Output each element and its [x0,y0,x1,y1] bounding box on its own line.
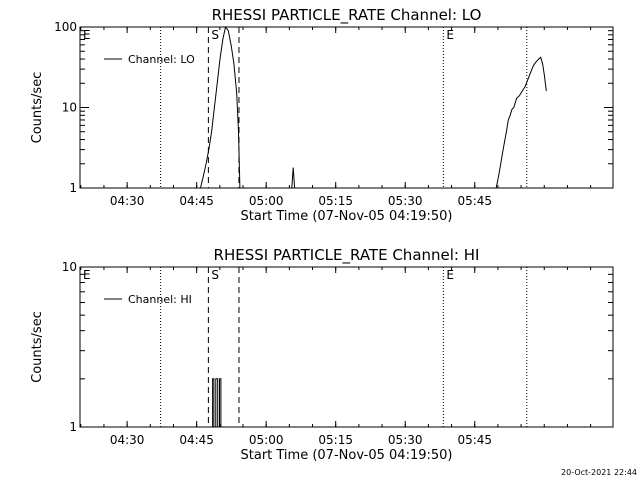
chart-1-series-line [291,167,296,189]
chart-1-marker-label: E [446,28,454,42]
chart-2-marker-label: E [83,268,91,282]
chart-2-marker-label: E [446,268,454,282]
chart-1-panel: RHESSI PARTICLE_RATE Channel: LO 04:30 04:… [30,6,614,224]
chart-1-y-tick-label: 10 [62,101,77,115]
chart-2-x-tick-label: 05:00 [249,433,284,447]
chart-1-series-line [200,25,241,189]
chart-2-x-tick-label: 05:30 [388,433,423,447]
chart-1-x-tick-label: 04:30 [110,194,145,208]
chart-1-series-line [495,56,547,189]
chart-2-x-tick-label: 04:30 [110,433,145,447]
chart-2-x-tick-label: 04:45 [179,433,214,447]
chart-2-y-axis-label: Counts/sec [30,311,45,383]
chart-1-x-tick-label: 05:15 [318,194,353,208]
chart-1-y-tick-label: 1 [69,181,77,195]
chart-2-panel: RHESSI PARTICLE_RATE Channel: HI 04:30 04:… [30,246,614,463]
chart-1-x-tick-label: 05:45 [457,194,492,208]
chart-2-x-tick-label: 05:15 [318,433,353,447]
footer-timestamp-text: 20-Oct-2021 22:44 [561,468,637,477]
chart-1-x-axis-label: Start Time (07-Nov-05 04:19:50) [241,209,453,224]
chart-1-x-tick-label: 04:45 [179,194,214,208]
chart-1-x-tick-label: 05:30 [388,194,423,208]
chart-1-y-tick-label: 100 [54,20,77,34]
chart-2-title: RHESSI PARTICLE_RATE Channel: HI [214,246,480,265]
chart-1-x-tick-label: 05:00 [249,194,284,208]
chart-1-title: RHESSI PARTICLE_RATE Channel: LO [212,6,482,25]
chart-1-marker-label: E [83,28,91,42]
chart-1-legend-label: Channel: LO [128,53,195,66]
chart-2-marker-label: S [211,268,219,282]
chart-1-y-axis-label: Counts/sec [30,72,45,144]
chart-2-legend-label: Channel: HI [128,293,192,306]
chart-2-plot-frame [79,266,614,428]
chart-2-x-axis-label: Start Time (07-Nov-05 04:19:50) [241,448,453,463]
chart-2-y-tick-label: 1 [69,420,77,434]
chart-2-y-tick-label: 10 [62,260,77,274]
chart-2-series-line [212,378,222,428]
chart-1-plot-frame [79,26,614,189]
chart-2-x-tick-label: 05:45 [457,433,492,447]
chart-1-marker-label: S [211,28,219,42]
